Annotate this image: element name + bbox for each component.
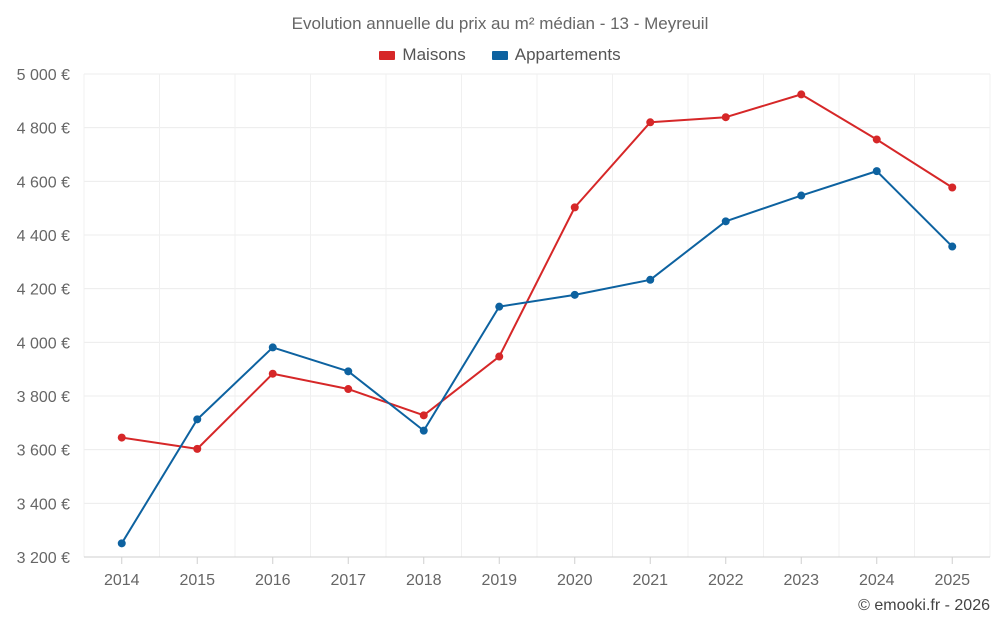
y-tick-label: 4 400 € <box>17 228 70 245</box>
data-point-appartements <box>570 290 579 299</box>
legend-item-maisons[interactable]: Maisons <box>379 45 466 65</box>
y-tick-label: 4 000 € <box>17 335 70 352</box>
series-line-maisons <box>121 93 953 450</box>
data-point-appartements <box>721 217 730 226</box>
y-tick-label: 3 600 € <box>17 443 70 460</box>
data-point-appartements <box>797 191 806 200</box>
x-tick-label: 2022 <box>708 572 744 589</box>
legend-swatch-maisons <box>379 50 396 60</box>
series-line-appartements <box>120 170 953 544</box>
data-point-maisons <box>419 411 428 420</box>
x-tick-label: 2015 <box>179 572 215 589</box>
x-tick-label: 2018 <box>406 572 442 589</box>
data-point-maisons <box>117 433 126 442</box>
data-point-appartements <box>419 426 428 435</box>
credit-text: © emooki.fr - 2026 <box>858 597 990 614</box>
legend-label-maisons: Maisons <box>402 45 466 64</box>
x-tick-label: 2023 <box>783 572 819 589</box>
data-point-maisons <box>570 203 579 212</box>
data-point-maisons <box>797 90 806 99</box>
x-tick-label: 2019 <box>481 572 517 589</box>
x-tick-label: 2014 <box>104 572 140 589</box>
data-point-appartements <box>344 367 353 376</box>
x-tick-label: 2017 <box>330 572 366 589</box>
legend-swatch-appartements <box>491 50 508 60</box>
y-tick-label: 3 400 € <box>17 496 70 513</box>
data-point-appartements <box>646 275 655 284</box>
x-tick-label: 2025 <box>934 572 970 589</box>
data-point-appartements <box>948 242 957 251</box>
chart-legend: Maisons Appartements <box>0 45 1000 65</box>
data-point-maisons <box>646 118 655 127</box>
y-tick-label: 4 600 € <box>17 174 70 191</box>
legend-label-appartements: Appartements <box>514 45 621 64</box>
y-tick-label: 4 800 € <box>17 121 70 138</box>
data-point-maisons <box>193 444 202 453</box>
data-point-maisons <box>495 352 504 361</box>
data-point-appartements <box>193 415 202 424</box>
x-tick-label: 2016 <box>255 572 291 589</box>
data-point-appartements <box>117 539 126 548</box>
data-point-maisons <box>721 113 730 122</box>
data-point-maisons <box>268 369 277 378</box>
y-tick-label: 5 000 € <box>17 67 70 84</box>
y-tick-label: 4 200 € <box>17 282 70 299</box>
data-point-maisons <box>872 135 881 144</box>
legend-item-appartements[interactable]: Appartements <box>491 45 621 65</box>
data-point-appartements <box>495 302 504 311</box>
data-point-appartements <box>268 343 277 352</box>
data-point-maisons <box>344 385 353 394</box>
data-point-appartements <box>872 167 881 176</box>
data-point-maisons <box>948 183 957 192</box>
x-tick-label: 2021 <box>632 572 668 589</box>
y-tick-label: 3 800 € <box>17 389 70 406</box>
x-tick-label: 2020 <box>557 572 593 589</box>
y-tick-label: 3 200 € <box>17 550 70 567</box>
x-tick-label: 2024 <box>859 572 895 589</box>
chart-title: Evolution annuelle du prix au m² médian … <box>291 14 709 33</box>
